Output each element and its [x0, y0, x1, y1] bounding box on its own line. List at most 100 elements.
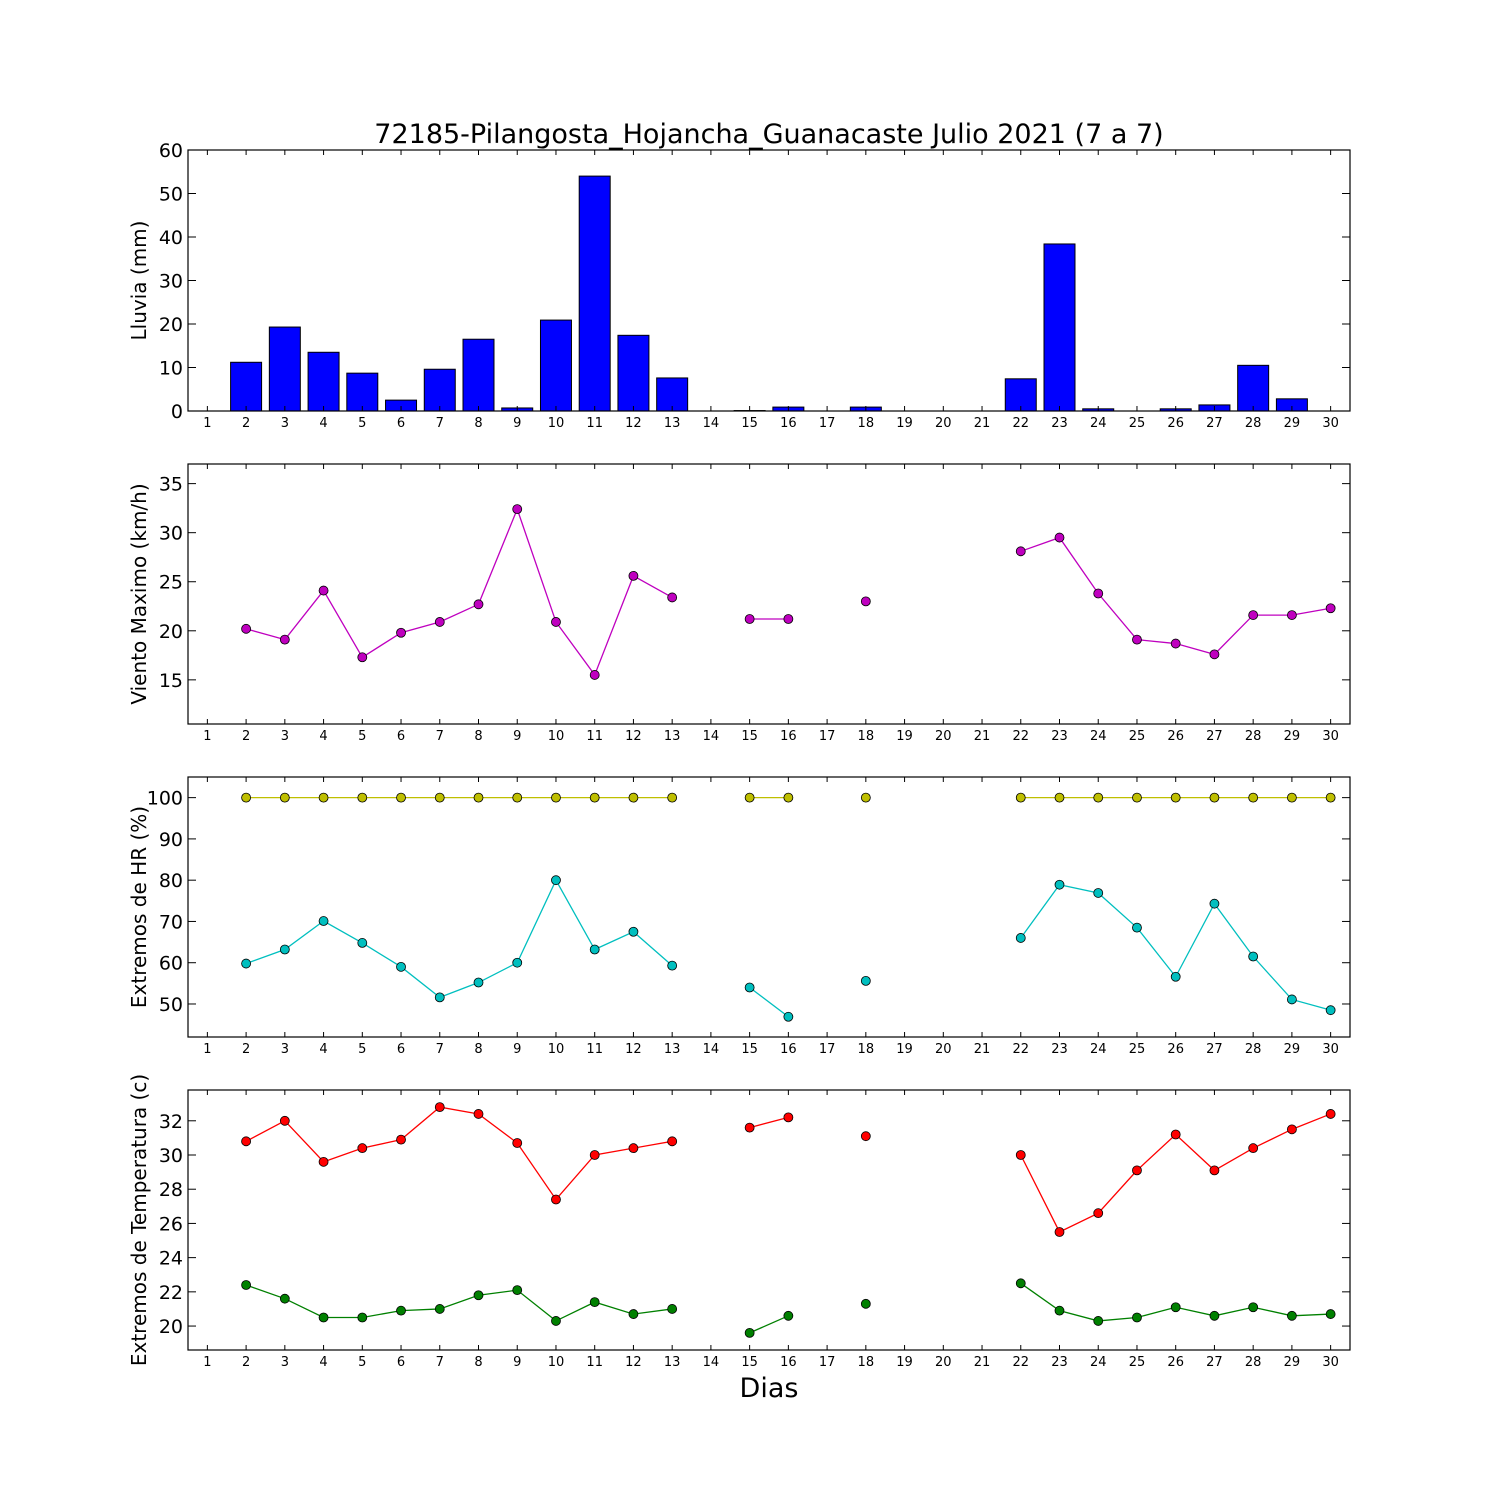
bar-day-10 — [539, 319, 572, 412]
series-2-point-day-5 — [357, 938, 368, 948]
x-tick-label: 3 — [281, 1355, 289, 1370]
series-1-point-day-29 — [1287, 1124, 1297, 1135]
series-1-point-day-24 — [1093, 588, 1104, 599]
series-1-point-day-28 — [1248, 1143, 1259, 1154]
series-1-point-day-2 — [241, 1136, 252, 1147]
series-2-point-day-30 — [1325, 1005, 1336, 1016]
series-2-point-day-13 — [667, 1304, 678, 1314]
series-1-point-day-5 — [357, 1143, 368, 1154]
y-tick-label: 10 — [159, 358, 183, 380]
x-tick-label: 12 — [625, 1355, 642, 1370]
series-2-point-day-2 — [241, 958, 252, 969]
series-2-point-day-10 — [551, 1316, 561, 1326]
x-tick-label: 6 — [397, 416, 405, 431]
x-tick-label: 4 — [319, 1355, 327, 1370]
series-2-point-day-15 — [744, 1327, 755, 1338]
series-2-point-day-16 — [783, 1011, 794, 1022]
x-tick-label: 15 — [741, 1042, 758, 1057]
x-tick-label: 3 — [281, 1042, 289, 1057]
y-tick-label: 30 — [159, 1145, 183, 1167]
y-tick-label: 0 — [171, 401, 183, 423]
x-tick-label: 26 — [1167, 1355, 1184, 1370]
bar-day-2 — [230, 361, 263, 412]
plot-frame — [187, 463, 1351, 725]
x-tick-label: 13 — [664, 729, 681, 744]
y-tick-label: 90 — [159, 829, 183, 851]
x-tick-label: 23 — [1051, 1355, 1068, 1370]
series-2-point-day-26 — [1170, 1302, 1181, 1313]
series-2-point-day-24 — [1093, 888, 1104, 898]
x-tick-label: 17 — [819, 729, 836, 744]
plot-frame — [187, 1089, 1351, 1351]
series-1-point-day-7 — [434, 792, 445, 803]
x-tick-label: 16 — [780, 416, 797, 431]
x-tick-label: 5 — [358, 729, 366, 744]
x-tick-label: 8 — [474, 416, 482, 431]
x-tick-label: 29 — [1284, 729, 1301, 744]
panel-2: 1 2 3 4 5 6 7 8 9 10 11 12 13 14 15 16 17 18 19 20 21 22 23 24 2… — [127, 463, 1351, 744]
x-tick-label: 13 — [664, 416, 681, 431]
x-tick-label: 3 — [281, 416, 289, 431]
x-tick-label: 5 — [358, 416, 366, 431]
x-tick-label: 19 — [896, 729, 913, 744]
series-2-point-day-9 — [512, 1285, 523, 1296]
x-tick-label: 28 — [1245, 416, 1262, 431]
series-1-point-day-27 — [1209, 1165, 1220, 1176]
series-1-point-day-10 — [551, 792, 561, 803]
series-1-point-day-5 — [357, 652, 368, 663]
x-tick-label: 22 — [1012, 1042, 1029, 1057]
x-tick-label: 20 — [935, 729, 952, 744]
x-tick-label: 17 — [819, 1042, 836, 1057]
y-tick-label: 60 — [159, 953, 183, 975]
series-2-point-day-12 — [628, 1309, 639, 1319]
x-tick-label: 21 — [974, 1042, 991, 1057]
chart-title: 72185-Pilangosta_Hojancha_Guanacaste Jul… — [374, 119, 1163, 150]
y-tick-label: 22 — [159, 1282, 183, 1304]
series-2-point-day-15 — [744, 982, 755, 993]
x-tick-label: 14 — [703, 729, 720, 744]
series-2-point-day-16 — [783, 1310, 794, 1321]
series-2-point-day-11 — [589, 944, 600, 955]
x-tick-label: 11 — [586, 729, 603, 744]
x-tick-label: 4 — [319, 729, 327, 744]
bar-day-8 — [462, 338, 495, 412]
series-2-point-day-28 — [1248, 1302, 1259, 1313]
series-1-point-day-16 — [783, 792, 794, 803]
series-2-point-day-3 — [279, 944, 290, 955]
series-1-line-1 — [245, 507, 673, 677]
x-tick-label: 1 — [203, 1355, 211, 1370]
x-tick-label: 4 — [319, 416, 327, 431]
series-1-point-day-30 — [1325, 603, 1336, 614]
x-tick-label: 9 — [513, 1042, 521, 1057]
series-1-point-day-6 — [396, 1134, 406, 1145]
y-tick-label: 20 — [159, 314, 183, 336]
series-2-point-day-6 — [396, 961, 406, 972]
x-tick-label: 24 — [1090, 729, 1107, 744]
y-tick-label: 15 — [159, 670, 183, 692]
x-tick-label: 28 — [1245, 1042, 1262, 1057]
series-2-point-day-22 — [1015, 1278, 1026, 1289]
series-1-point-day-26 — [1170, 1129, 1181, 1140]
x-tick-label: 6 — [397, 1355, 405, 1370]
x-tick-label: 28 — [1245, 1355, 1262, 1370]
x-tick-label: 30 — [1322, 1042, 1339, 1057]
series-1-point-day-18 — [860, 1131, 871, 1142]
series-1-point-day-13 — [667, 792, 678, 803]
y-tick-label: 32 — [159, 1111, 183, 1133]
x-tick-label: 18 — [858, 1355, 875, 1370]
series-1-point-day-11 — [589, 670, 600, 680]
series-1-point-day-27 — [1209, 649, 1220, 660]
y-tick-label: 40 — [159, 227, 183, 249]
x-tick-label: 27 — [1206, 1042, 1223, 1057]
series-1-point-day-11 — [589, 1150, 600, 1160]
x-tick-label: 5 — [358, 1355, 366, 1370]
x-tick-label: 21 — [974, 416, 991, 431]
series-2-point-day-24 — [1093, 1316, 1104, 1326]
series-1-point-day-8 — [473, 599, 484, 610]
x-tick-label: 24 — [1090, 1042, 1107, 1057]
series-1-point-day-24 — [1093, 792, 1104, 803]
x-tick-label: 5 — [358, 1042, 366, 1057]
x-tick-label: 22 — [1012, 416, 1029, 431]
series-1-point-day-6 — [396, 627, 406, 638]
series-1-point-day-4 — [318, 1156, 329, 1167]
